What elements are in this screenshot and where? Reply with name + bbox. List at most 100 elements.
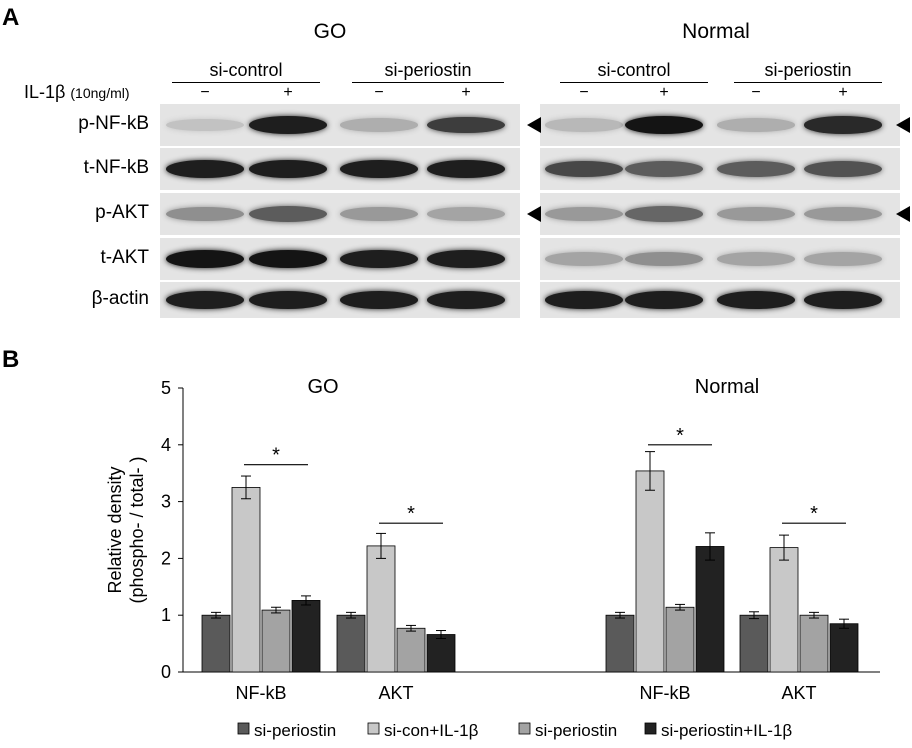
blot-band	[166, 250, 244, 268]
blot-band	[717, 252, 795, 266]
chart-group-title-go: GO	[307, 376, 338, 398]
blot-band	[427, 291, 505, 309]
bar	[695, 546, 725, 673]
x-category-label: NF-kB	[236, 683, 287, 703]
blot-band	[625, 206, 703, 222]
legend-label: si-periostin	[254, 721, 336, 740]
blot-row-label: p-AKT	[95, 202, 149, 223]
blot-band	[340, 118, 418, 132]
bar	[739, 614, 769, 673]
blot-band	[427, 160, 505, 178]
bar	[635, 470, 665, 673]
blot-band	[427, 207, 505, 221]
bar	[799, 614, 829, 673]
x-category-label: AKT	[378, 683, 413, 703]
y-tick-label: 2	[161, 548, 171, 568]
x-category-label: AKT	[781, 683, 816, 703]
blot-band	[427, 250, 505, 268]
blot-strip-go	[160, 104, 520, 146]
band-indicator-arrow-icon	[527, 117, 541, 133]
condition-underline	[172, 82, 320, 83]
condition-underline	[734, 82, 882, 83]
band-indicator-arrow-icon	[896, 206, 910, 222]
blot-strip-go	[160, 148, 520, 190]
blot-row-label: p-NF-kB	[78, 113, 149, 134]
blot-band	[166, 118, 244, 132]
blot-band	[427, 116, 505, 134]
bar	[366, 545, 396, 673]
blot-band	[625, 161, 703, 177]
panel-a-letter: A	[2, 4, 20, 31]
blot-band	[717, 206, 795, 222]
blot-band	[340, 160, 418, 178]
chart-group-title-normal: Normal	[695, 376, 759, 398]
blot-band	[545, 118, 623, 132]
condition-label: si-control	[597, 60, 671, 80]
blot-band	[166, 160, 244, 178]
blot-strip-go	[160, 193, 520, 235]
blot-strip-go	[160, 282, 520, 318]
y-tick-label: 4	[161, 435, 171, 455]
condition-label: si-periostin	[384, 60, 472, 80]
blot-band	[340, 250, 418, 268]
blot-band	[340, 206, 418, 222]
blot-band	[717, 118, 795, 132]
blot-row-label: t-NF-kB	[83, 157, 149, 178]
blot-strip-normal	[540, 282, 900, 318]
blot-band	[545, 160, 623, 178]
plus-sign: +	[659, 84, 669, 101]
panel-b-letter: B	[2, 346, 20, 373]
plus-sign: +	[461, 84, 471, 101]
blot-band	[249, 291, 327, 309]
condition-underline	[352, 82, 504, 83]
legend-label: si-periostin	[535, 721, 617, 740]
group-title-go: GO	[313, 20, 347, 43]
significance-star: *	[272, 445, 280, 467]
plus-sign: +	[283, 84, 293, 101]
condition-label: si-control	[209, 60, 283, 80]
y-tick-label: 5	[161, 378, 171, 398]
bar	[829, 623, 859, 673]
bar	[605, 614, 635, 673]
blot-strip-normal	[540, 104, 900, 146]
significance-star: *	[810, 503, 818, 525]
blot-band	[804, 116, 882, 134]
legend-swatch	[367, 722, 380, 735]
il1b-unit: (10ng/ml)	[70, 85, 130, 101]
bar	[231, 487, 261, 673]
bar	[426, 634, 456, 673]
blot-band	[545, 206, 623, 222]
y-tick-label: 3	[161, 492, 171, 512]
blot-band	[166, 291, 244, 309]
blot-band	[625, 116, 703, 134]
significance-star: *	[676, 425, 684, 447]
y-tick-label: 0	[161, 662, 171, 682]
plus-sign: +	[838, 84, 848, 101]
bar	[396, 627, 426, 673]
bar	[291, 600, 321, 673]
bar	[336, 614, 366, 673]
y-axis-label: Relative density	[105, 466, 125, 593]
legend-swatch	[237, 722, 250, 735]
bar	[201, 614, 231, 673]
blot-band	[804, 252, 882, 266]
y-axis-label: (phospho- / total- )	[127, 456, 147, 603]
minus-sign: −	[374, 84, 384, 101]
bar	[261, 609, 291, 673]
legend-swatch	[518, 722, 531, 735]
condition-underline	[560, 82, 708, 83]
minus-sign: −	[579, 84, 589, 101]
blot-strip-go	[160, 238, 520, 280]
blot-band	[166, 206, 244, 222]
minus-sign: −	[751, 84, 761, 101]
blot-band	[804, 206, 882, 222]
il1b-text: IL-1β	[24, 82, 66, 102]
blot-strip-normal	[540, 148, 900, 190]
blot-band	[249, 206, 327, 222]
blot-band	[625, 251, 703, 267]
y-tick-label: 1	[161, 605, 171, 625]
bar	[665, 606, 695, 673]
il1b-label: IL-1β (10ng/ml)	[24, 82, 130, 103]
blot-band	[545, 291, 623, 309]
blot-band	[717, 291, 795, 309]
